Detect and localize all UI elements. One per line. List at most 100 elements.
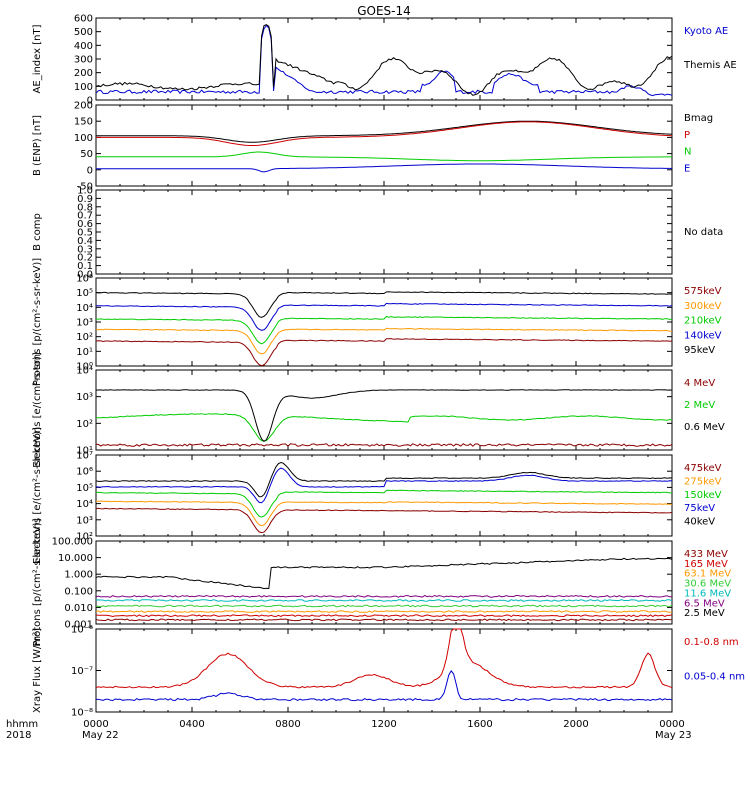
series-line	[95, 628, 673, 689]
y-tick-label: 10¹	[76, 446, 93, 457]
y-tick-label: 0.3	[77, 244, 93, 255]
legend-label: 275keV	[684, 476, 722, 487]
time-axis-row1-label: hhmm	[6, 719, 38, 730]
y-tick-label: -50	[77, 182, 93, 193]
legend-label: 4 MeV	[684, 378, 715, 389]
legend-label: 6.5 MeV	[684, 598, 725, 609]
y-tick-label: 0.1	[77, 261, 93, 272]
legend-label: 433 MeV	[684, 549, 728, 560]
y-tick-label: 10⁴	[76, 499, 93, 510]
no-data-label: No data	[684, 227, 723, 238]
series-line	[95, 327, 673, 355]
panel-frame	[95, 189, 673, 275]
y-tick-label: 200	[74, 68, 93, 79]
y-tick-label: 1.0	[77, 186, 93, 197]
series-line	[95, 500, 673, 527]
series-line	[95, 614, 673, 618]
legend-label: 2.5 MeV	[684, 608, 725, 619]
chart-panel: 10⁰ 10¹ 10² 10³ 10⁴ 10⁵ 10⁶ Protons [p/(cm²-s-s…	[32, 258, 722, 386]
series-line	[95, 338, 673, 367]
legend-label: 0.1-0.8 nm	[684, 637, 739, 648]
legend-label: 95keV	[684, 345, 715, 356]
series-line	[95, 557, 673, 590]
y-axis-label: Protons [p/(cm²-s-sr-keV)]	[32, 258, 43, 386]
y-tick-label: 10⁶	[76, 467, 93, 478]
y-axis-label: B (ENP) [nT]	[32, 115, 43, 176]
time-tick-label: 0800	[275, 719, 300, 730]
y-tick-label: 0.7	[77, 211, 93, 222]
panel-frame	[95, 277, 673, 367]
y-tick-label: 10²	[76, 332, 93, 343]
y-tick-label: 200	[74, 101, 93, 112]
legend-label: Kyoto AE	[684, 26, 728, 37]
y-axis-label: Protons [p/(cm²-s-sr-keV)]	[32, 518, 43, 646]
series-line	[96, 302, 673, 331]
y-tick-label: 10³	[76, 392, 93, 403]
time-tick-label: 1600	[467, 719, 492, 730]
series-line	[96, 120, 673, 143]
y-tick-label: 500	[74, 27, 93, 38]
y-tick-label: 0.0	[77, 270, 93, 281]
y-tick-label: 10³	[76, 515, 93, 526]
legend-label: 0.05-0.4 nm	[684, 672, 745, 683]
time-tick-label: 0400	[179, 719, 204, 730]
y-tick-label: 0.8	[77, 202, 93, 213]
legend-label: N	[684, 147, 691, 158]
y-tick-label: 0	[87, 165, 93, 176]
legend-label: 30.6 MeV	[684, 579, 731, 590]
chart-panel: 10² 10³ 10⁴ 10⁵ 10⁶ 10⁷ Electrons [e/(cm²-s-sr…	[32, 427, 722, 564]
series-line	[95, 507, 673, 534]
legend-label: 300keV	[684, 301, 722, 312]
y-tick-label: 10⁰	[76, 362, 93, 373]
series-line	[96, 163, 673, 173]
time-tick-label: 0000	[659, 719, 684, 730]
y-tick-label: 10¹	[76, 347, 93, 358]
chart-panel: 10¹ 10² 10³ 10⁴ Electrons [e/(cm²-s-sr)] 4 Me…	[32, 352, 725, 468]
time-tick-label: 1200	[371, 719, 396, 730]
y-tick-label: 100	[74, 133, 93, 144]
y-tick-label: 10⁻⁶	[71, 625, 93, 636]
series-line	[95, 461, 673, 498]
y-tick-label: 10⁷	[76, 451, 93, 462]
y-tick-label: 0.010	[64, 603, 93, 614]
chart-panel: 10⁻⁸ 10⁻⁷ 10⁻⁶ Xray Flux [W/m²] 0.1-0.8 nm 0.…	[32, 625, 745, 719]
series-line	[95, 489, 672, 518]
chart-panel: -50 0 50 100 150 200 B (ENP) [nT] Bmag PNE	[32, 101, 713, 193]
legend-label: 150keV	[684, 490, 722, 501]
series-line	[95, 24, 673, 96]
series-line	[96, 151, 672, 162]
legend-label: 63.1 MeV	[684, 569, 731, 580]
y-tick-label: 10⁴	[76, 303, 93, 314]
y-tick-label: 0.100	[64, 586, 93, 597]
legend-label: E	[684, 163, 690, 174]
legend-label: 575keV	[684, 286, 722, 297]
y-tick-label: 150	[74, 117, 93, 128]
panel-frame	[95, 454, 673, 537]
series-line	[95, 467, 673, 504]
y-tick-label: 10⁵	[76, 288, 93, 299]
y-axis-label: AE_index [nT]	[32, 24, 43, 93]
time-tick-label: 2000	[563, 719, 588, 730]
y-tick-label: 0.001	[64, 620, 93, 631]
y-tick-label: 0.4	[77, 236, 93, 247]
series-line	[95, 315, 673, 345]
y-tick-label: 10³	[76, 318, 93, 329]
series-line	[95, 291, 673, 318]
legend-label: 0.6 MeV	[684, 422, 725, 433]
series-line	[96, 604, 673, 608]
y-tick-label: 10⁴	[76, 366, 93, 377]
y-tick-label: 100	[74, 82, 93, 93]
legend-label: 475keV	[684, 463, 722, 474]
y-tick-label: 0.2	[77, 253, 93, 264]
legend-label: P	[684, 130, 690, 141]
y-tick-label: 10⁻⁷	[71, 666, 93, 677]
legend-label: 140keV	[684, 330, 722, 341]
series-line	[96, 121, 673, 146]
time-axis-start-date: May 22	[82, 730, 119, 741]
chart-panel: 0.00.10.20.30.40.50.60.70.80.91.0 B comp N…	[32, 186, 723, 281]
legend-label: Bmag	[684, 113, 713, 124]
y-axis-label: Electrons [e/(cm²-s-sr)]	[32, 352, 43, 468]
y-tick-label: 100.000	[52, 537, 93, 548]
y-tick-label: 1.000	[64, 570, 93, 581]
